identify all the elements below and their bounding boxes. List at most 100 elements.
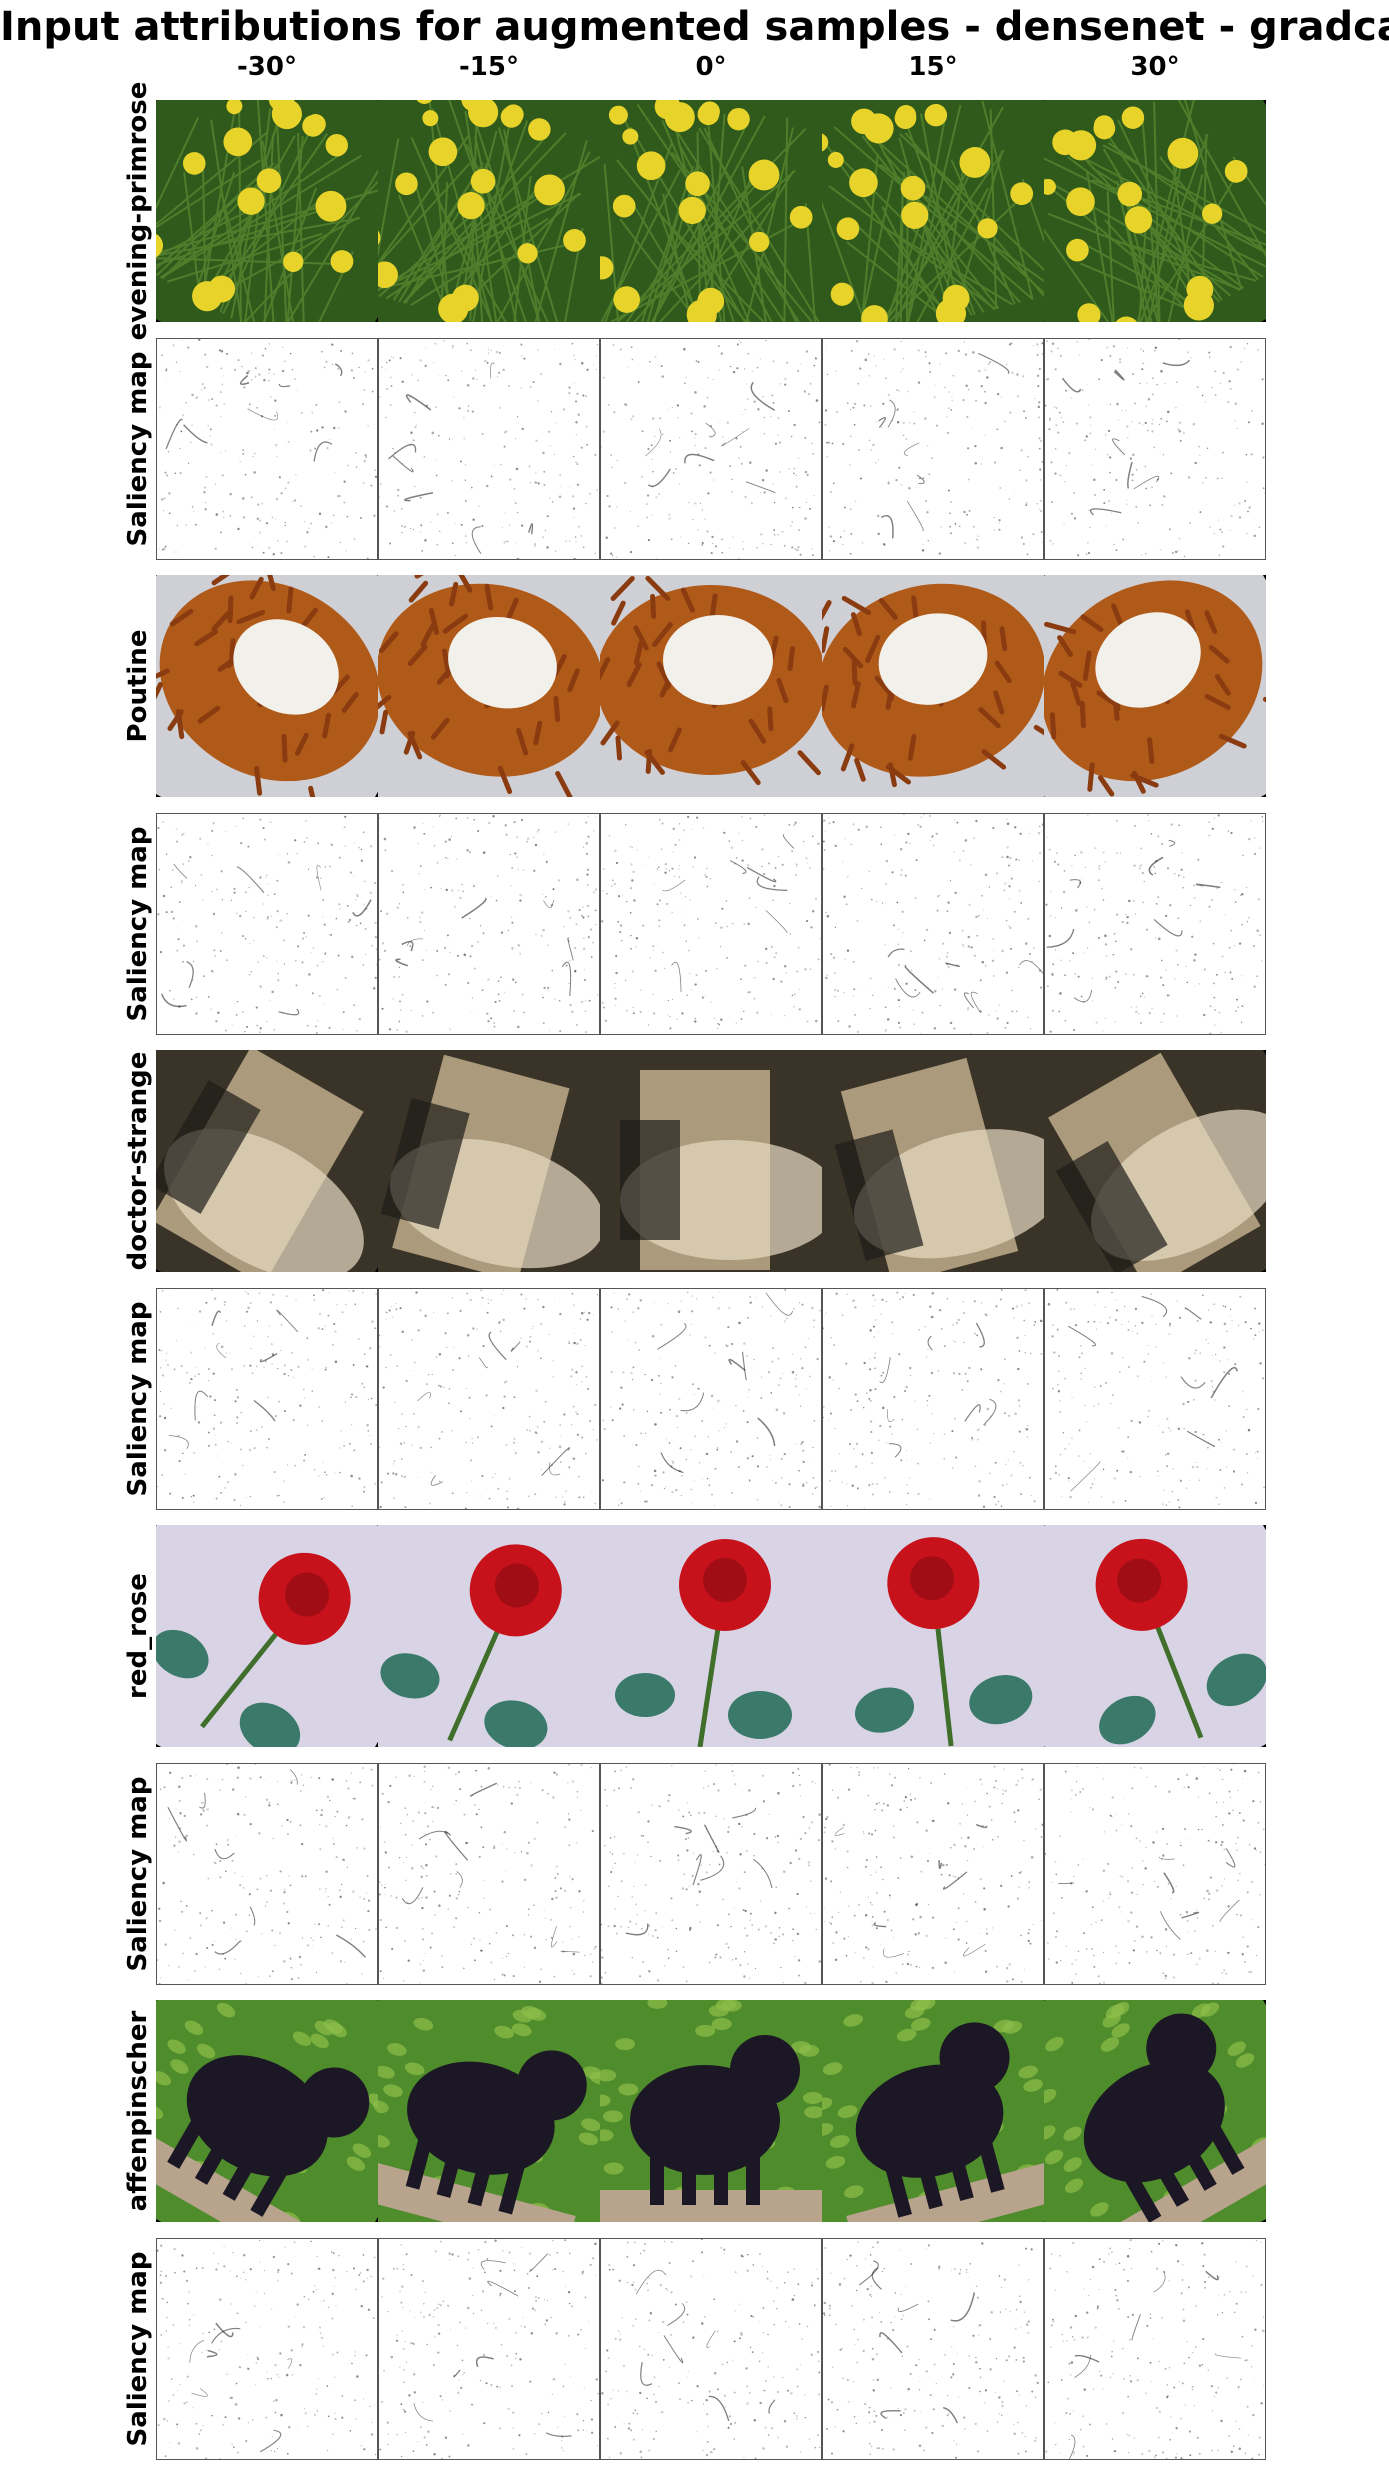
sample-image-cell: [1044, 1050, 1266, 1272]
saliency-map-cell: [822, 338, 1044, 560]
sample-image: [1044, 100, 1266, 322]
row-label: affenpinscher: [123, 2010, 153, 2212]
sample-image: [156, 100, 378, 322]
saliency-map: [157, 2239, 377, 2459]
row-label: Saliency map: [123, 2251, 153, 2447]
sample-image-cell: [822, 575, 1044, 797]
saliency-map-cell: [156, 1288, 378, 1510]
saliency-map-cell: [156, 2238, 378, 2460]
column-label: 15°: [908, 52, 958, 82]
saliency-map-cell: [822, 2238, 1044, 2460]
sample-image: [600, 1525, 822, 1747]
sample-image-cell: [156, 575, 378, 797]
sample-image: [822, 100, 1044, 322]
saliency-map: [823, 2241, 1039, 2459]
sample-image: [156, 1050, 378, 1272]
saliency-map: [823, 814, 1043, 1034]
saliency-map: [157, 1764, 377, 1984]
sample-image-cell: [822, 2000, 1044, 2222]
saliency-map: [379, 1764, 597, 1984]
saliency-map: [1045, 339, 1265, 557]
sample-image: [156, 2000, 378, 2222]
sample-image: [822, 2000, 1044, 2222]
saliency-map-cell: [600, 813, 822, 1035]
sample-image-cell: [156, 100, 378, 322]
sample-image: [378, 1050, 600, 1272]
saliency-map: [1045, 2239, 1265, 2459]
saliency-map-cell: [378, 338, 600, 560]
row-label: Saliency map: [123, 826, 153, 1022]
sample-image: [1044, 2000, 1266, 2222]
saliency-map: [379, 2239, 599, 2459]
saliency-map-cell: [600, 1288, 822, 1510]
column-label: -30°: [237, 52, 297, 82]
sample-image-cell: [600, 100, 822, 322]
saliency-map: [601, 339, 821, 559]
sample-image: [378, 1525, 600, 1747]
saliency-map: [601, 814, 821, 1030]
saliency-map: [824, 339, 1043, 556]
sample-image-cell: [378, 100, 600, 322]
sample-image-cell: [1044, 100, 1266, 322]
sample-image-cell: [600, 2000, 822, 2222]
row-label: red_rose: [123, 1573, 153, 1699]
saliency-map-cell: [600, 1763, 822, 1985]
saliency-map: [1047, 1289, 1265, 1509]
row-label: doctor-strange: [123, 1051, 153, 1271]
sample-image-cell: [156, 1050, 378, 1272]
sample-image-cell: [1044, 575, 1266, 797]
sample-image: [600, 100, 822, 322]
sample-image-cell: [378, 1525, 600, 1747]
sample-image-cell: [378, 575, 600, 797]
saliency-map: [158, 339, 377, 559]
figure-title: Input attributions for augmented samples…: [0, 4, 1389, 50]
sample-image: [600, 1050, 822, 1272]
saliency-map-cell: [600, 2238, 822, 2460]
saliency-map-cell: [1044, 338, 1266, 560]
saliency-map-cell: [822, 1288, 1044, 1510]
saliency-map-cell: [822, 813, 1044, 1035]
sample-image-cell: [378, 1050, 600, 1272]
sample-image: [1044, 575, 1266, 797]
column-label: 0°: [695, 52, 727, 82]
saliency-map: [1045, 814, 1264, 1034]
sample-image: [600, 575, 822, 797]
sample-image: [600, 2000, 822, 2222]
saliency-map-cell: [822, 1763, 1044, 1985]
saliency-map: [601, 1764, 821, 1984]
saliency-map: [379, 1289, 599, 1509]
saliency-map-cell: [600, 338, 822, 560]
row-label: Poutine: [123, 629, 153, 743]
saliency-map: [823, 1764, 1043, 1984]
sample-image: [1044, 1050, 1266, 1272]
sample-image-cell: [600, 1525, 822, 1747]
saliency-map: [157, 815, 377, 1034]
sample-image-cell: [156, 2000, 378, 2222]
sample-image-cell: [156, 1525, 378, 1747]
row-label: Saliency map: [123, 351, 153, 547]
sample-image: [822, 1525, 1044, 1747]
sample-image: [378, 100, 600, 322]
sample-image: [1044, 1525, 1266, 1747]
sample-image-cell: [1044, 2000, 1266, 2222]
column-label: 30°: [1130, 52, 1180, 82]
sample-image-cell: [600, 1050, 822, 1272]
saliency-map-cell: [1044, 813, 1266, 1035]
sample-image: [378, 575, 600, 797]
sample-image: [822, 1050, 1044, 1272]
saliency-map-cell: [1044, 1288, 1266, 1510]
sample-image: [822, 575, 1044, 797]
row-label: evening-primrose: [123, 81, 153, 341]
sample-image: [156, 1525, 378, 1747]
row-label: Saliency map: [123, 1301, 153, 1497]
saliency-map-cell: [156, 813, 378, 1035]
saliency-map-cell: [378, 1288, 600, 1510]
saliency-map-cell: [156, 338, 378, 560]
saliency-map-cell: [1044, 1763, 1266, 1985]
sample-image-cell: [378, 2000, 600, 2222]
saliency-map: [601, 2239, 821, 2459]
saliency-map: [157, 1289, 377, 1507]
sample-image-cell: [600, 575, 822, 797]
saliency-map-cell: [378, 813, 600, 1035]
sample-image-cell: [822, 100, 1044, 322]
